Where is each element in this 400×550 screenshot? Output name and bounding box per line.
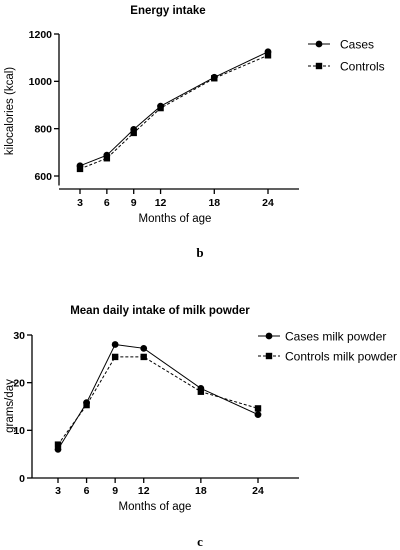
x-tick-label: 3 [55,485,61,497]
x-tick-label: 18 [195,485,207,497]
chart-1: Energy intake 600 800 1000 1200 3 6 9 12 18 24 Mont… [4,5,385,260]
legend-marker [315,62,323,70]
chart-title: Mean daily intake of milk powder [70,305,250,317]
legend-entry: Cases [308,38,374,52]
x-tick-label: 24 [252,485,264,497]
x-tick-label: 9 [112,485,118,497]
x-tick-label: 6 [104,197,110,209]
data-point [130,129,137,137]
x-tick-label: 12 [155,197,167,209]
legend-entry: Controls milk powder [258,350,397,364]
series-line [79,51,269,167]
series-1 [76,48,272,170]
legend-label: Controls [340,60,385,74]
y-tick-label: 600 [34,171,52,183]
y-tick-label: 10 [13,425,25,437]
y-tick-label: 1000 [29,76,53,88]
series-line [57,343,259,450]
data-point [140,344,148,352]
x-tick-label: 12 [138,485,150,497]
panel-label: c [197,534,203,549]
data-point [54,441,62,448]
legend-marker [315,40,323,48]
x-tick-label: 9 [131,197,137,209]
data-point [111,353,119,361]
data-point [76,165,84,173]
data-point [111,341,119,348]
series-line [79,54,269,170]
panel-label: b [196,245,203,260]
y-axis-label: grams/day [4,379,16,433]
x-axis-label: Months of age [139,213,212,225]
legend-entry: Controls [308,60,385,74]
data-point [83,401,90,409]
legend-marker [265,332,273,340]
data-point [103,155,111,162]
y-axis-label: kilocalories (kcal) [4,67,16,155]
legend-entry: Cases milk powder [258,330,386,344]
x-tick-label: 18 [208,197,220,209]
series-2 [76,52,272,173]
data-point [197,388,205,395]
legend-label: Cases milk powder [285,330,386,344]
data-point [157,104,164,112]
y-tick-label: 30 [13,330,25,342]
data-point [211,75,218,82]
data-point [264,52,272,59]
series-2 [54,353,262,448]
x-axis-label: Months of age [119,501,192,513]
y-tick-label: 1200 [29,29,53,41]
series-line [57,356,259,445]
data-point [254,411,262,419]
y-tick-label: 800 [34,123,52,135]
y-tick-label: 0 [19,473,25,485]
chart-title: Energy intake [130,5,205,17]
data-point [254,405,262,412]
legend-marker [265,352,273,360]
legend-label: Cases [340,38,374,52]
x-tick-label: 3 [77,197,83,209]
data-point [140,353,147,361]
chart-2: Mean daily intake of milk powder 0 10 20 30 3… [4,305,397,549]
x-tick-label: 24 [262,197,274,209]
y-tick-label: 20 [13,377,25,389]
series-1 [54,341,262,453]
x-tick-label: 6 [84,485,90,497]
legend-label: Controls milk powder [285,350,397,364]
